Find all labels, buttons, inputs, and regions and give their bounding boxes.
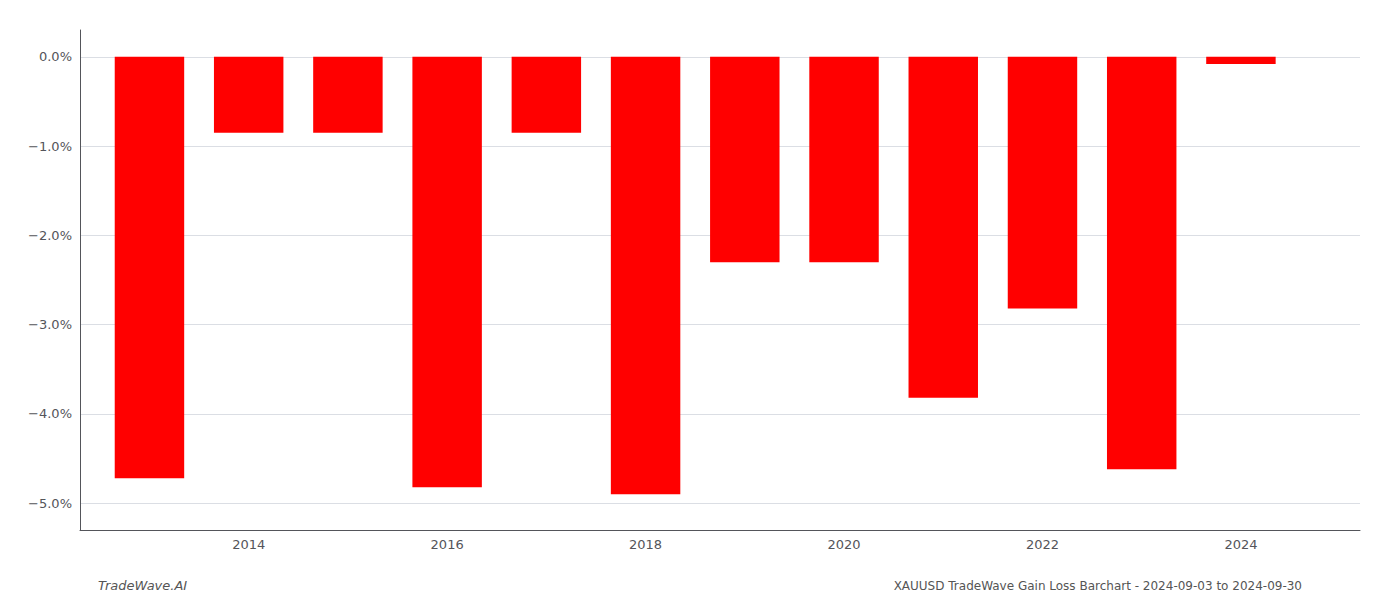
svg-text:2020: 2020 — [827, 537, 860, 552]
svg-text:2014: 2014 — [232, 537, 265, 552]
svg-text:2018: 2018 — [629, 537, 662, 552]
svg-text:−3.0%: −3.0% — [28, 317, 72, 332]
svg-text:2022: 2022 — [1026, 537, 1059, 552]
svg-text:XAUUSD TradeWave Gain Loss Bar: XAUUSD TradeWave Gain Loss Barchart - 20… — [894, 579, 1302, 593]
svg-text:0.0%: 0.0% — [39, 49, 72, 64]
svg-text:−4.0%: −4.0% — [28, 406, 72, 421]
svg-text:−1.0%: −1.0% — [28, 139, 72, 154]
svg-text:TradeWave.AI: TradeWave.AI — [98, 578, 187, 593]
svg-text:2024: 2024 — [1224, 537, 1257, 552]
svg-text:2016: 2016 — [431, 537, 464, 552]
svg-text:−5.0%: −5.0% — [28, 496, 72, 511]
svg-text:−2.0%: −2.0% — [28, 228, 72, 243]
